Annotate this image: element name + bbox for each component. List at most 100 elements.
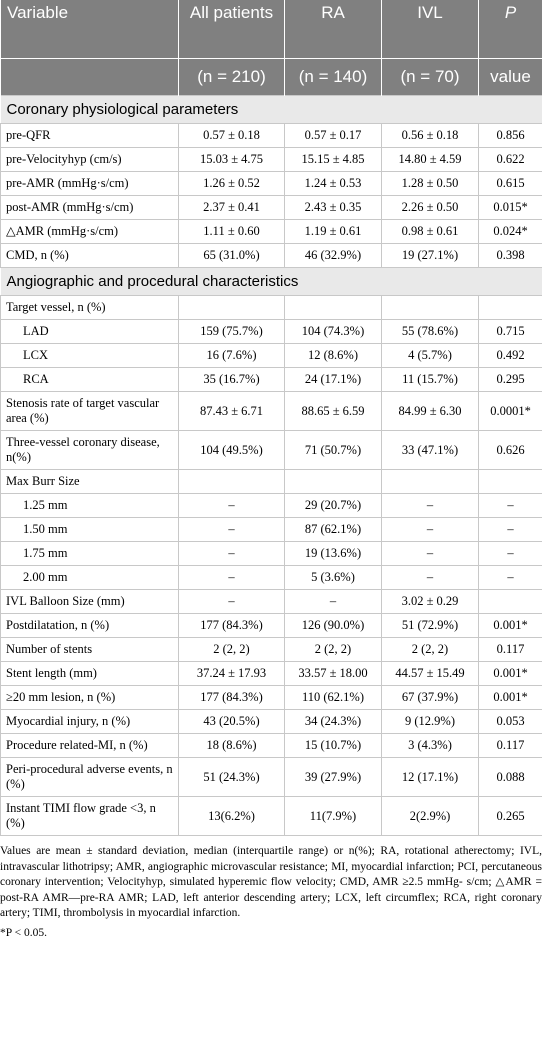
row-label: 1.75 mm: [0, 541, 179, 566]
table-cell: 39 (27.9%): [284, 757, 382, 797]
table-row: ≥20 mm lesion, n (%) 177 (84.3%) 110 (62.1…: [0, 685, 542, 710]
table-cell: 0.053: [478, 709, 542, 734]
footnote: *P < 0.05.: [0, 926, 47, 939]
table-cell: 0.398: [478, 243, 542, 268]
table-cell: 3 (4.3%): [381, 733, 479, 758]
table-cell: [381, 295, 479, 320]
header-cell: (n = 140): [284, 58, 382, 96]
table-cell: –: [178, 589, 285, 614]
table-cell: 1.28 ± 0.50: [381, 171, 479, 196]
table-row: CMD, n (%) 65 (31.0%) 46 (32.9%) 19 (27.1%)…: [0, 243, 542, 268]
table-cell: 2.26 ± 0.50: [381, 195, 479, 220]
table-cell: 65 (31.0%): [178, 243, 285, 268]
table-row: 1.50 mm –87 (62.1%) – –: [0, 517, 542, 542]
table-cell: 0.56 ± 0.18: [381, 123, 479, 148]
row-label: △AMR (mmHg·s/cm): [0, 219, 179, 244]
row-label: Number of stents: [0, 637, 179, 662]
table-cell: 0.492: [478, 343, 542, 368]
table-cell: 33 (47.1%): [381, 430, 479, 470]
row-label: IVL Balloon Size (mm): [0, 589, 179, 614]
header-cell: value: [478, 58, 542, 96]
table-cell: –: [178, 493, 285, 518]
table-cell: 12 (17.1%): [381, 757, 479, 797]
row-label: pre-Velocityhyp (cm/s): [0, 147, 179, 172]
table-cell: –: [381, 541, 479, 566]
header-cell: (n = 210): [178, 58, 285, 96]
table-cell: 14.80 ± 4.59: [381, 147, 479, 172]
row-label: LAD: [0, 319, 179, 344]
table-cell: 1.19 ± 0.61: [284, 219, 382, 244]
table-cell: 12 (8.6%): [284, 343, 382, 368]
header-row: (n = 210) (n = 140) (n = 70) value: [0, 58, 542, 96]
table-row: Max Burr Size: [0, 469, 542, 494]
row-label: Three-vessel coronary disease, n(%): [0, 430, 179, 470]
table-cell: 19 (27.1%): [381, 243, 479, 268]
table-cell: [478, 589, 542, 614]
table-cell: 2 (2, 2): [178, 637, 285, 662]
table-cell: –: [478, 517, 542, 542]
table-cell: –: [178, 541, 285, 566]
table-cell: 55 (78.6%): [381, 319, 479, 344]
table-cell: 2.37 ± 0.41: [178, 195, 285, 220]
table-cell: 51 (72.9%): [381, 613, 479, 638]
table-row: Postdilatation, n (%) 177 (84.3%) 126 (90.…: [0, 613, 542, 638]
table-cell: [478, 469, 542, 494]
table-cell: 4 (5.7%): [381, 343, 479, 368]
row-label: LCX: [0, 343, 179, 368]
footnotes: Values are mean ± standard deviation, me…: [0, 836, 542, 941]
table-cell: 33.57 ± 18.00: [284, 661, 382, 686]
table-cell: [478, 295, 542, 320]
table-row: Number of stents 2 (2, 2) 2 (2, 2) 2 (2, 2)…: [0, 637, 542, 662]
row-label: pre-AMR (mmHg·s/cm): [0, 171, 179, 196]
table-cell: 15 (10.7%): [284, 733, 382, 758]
header-cell: Variable: [0, 0, 179, 59]
table-cell: 1.11 ± 0.60: [178, 219, 285, 244]
table-cell: 0.622: [478, 147, 542, 172]
table-cell: 13(6.2%): [178, 796, 285, 836]
row-label: post-AMR (mmHg·s/cm): [0, 195, 179, 220]
table-cell: 15.15 ± 4.85: [284, 147, 382, 172]
table-cell: 29 (20.7%): [284, 493, 382, 518]
table-cell: 24 (17.1%): [284, 367, 382, 392]
table-cell: 177 (84.3%): [178, 685, 285, 710]
table-cell: –: [381, 565, 479, 590]
table-cell: 0.57 ± 0.18: [178, 123, 285, 148]
table-cell: 104 (49.5%): [178, 430, 285, 470]
table-row: Myocardial injury, n (%) 43 (20.5%) 34 (24…: [0, 709, 542, 734]
section-title: Coronary physiological parameters: [0, 95, 542, 124]
table-cell: 0.856: [478, 123, 542, 148]
table-cell: 177 (84.3%): [178, 613, 285, 638]
table-cell: 0.265: [478, 796, 542, 836]
table-cell: 44.57 ± 15.49: [381, 661, 479, 686]
table-body: Coronary physiological parameters pre-QFR…: [0, 95, 542, 836]
table-cell: 46 (32.9%): [284, 243, 382, 268]
table-row: RCA 35 (16.7%) 24 (17.1%) 11 (15.7%) 0.295: [0, 367, 542, 392]
header-cell: P: [478, 0, 542, 59]
table-header: Variable All patients RA IVL P (n = 210)…: [0, 0, 542, 96]
table-row: Instant TIMI flow grade <3, n (%) 13(6.2%…: [0, 796, 542, 836]
table-row: pre-Velocityhyp (cm/s) 15.03 ± 4.75 15.15 …: [0, 147, 542, 172]
table-cell: 37.24 ± 17.93: [178, 661, 285, 686]
table-cell: 1.26 ± 0.52: [178, 171, 285, 196]
table-cell: 43 (20.5%): [178, 709, 285, 734]
table-cell: 0.024*: [478, 219, 542, 244]
row-label: Myocardial injury, n (%): [0, 709, 179, 734]
section-row: Angiographic and procedural characterist…: [0, 267, 542, 296]
table-cell: –: [178, 565, 285, 590]
row-label: ≥20 mm lesion, n (%): [0, 685, 179, 710]
table-cell: 87 (62.1%): [284, 517, 382, 542]
section-title: Angiographic and procedural characterist…: [0, 267, 542, 296]
row-label: Stenosis rate of target vascular area (%…: [0, 391, 179, 431]
table-cell: 126 (90.0%): [284, 613, 382, 638]
row-label: Target vessel, n (%): [0, 295, 179, 320]
table-row: pre-QFR 0.57 ± 0.18 0.57 ± 0.17 0.56 ± 0.18…: [0, 123, 542, 148]
row-label: Instant TIMI flow grade <3, n (%): [0, 796, 179, 836]
table-cell: 2.43 ± 0.35: [284, 195, 382, 220]
table-cell: 16 (7.6%): [178, 343, 285, 368]
table-cell: 1.24 ± 0.53: [284, 171, 382, 196]
row-label: RCA: [0, 367, 179, 392]
table-cell: –: [381, 517, 479, 542]
row-label: 1.50 mm: [0, 517, 179, 542]
table-cell: 9 (12.9%): [381, 709, 479, 734]
table-cell: 11(7.9%): [284, 796, 382, 836]
